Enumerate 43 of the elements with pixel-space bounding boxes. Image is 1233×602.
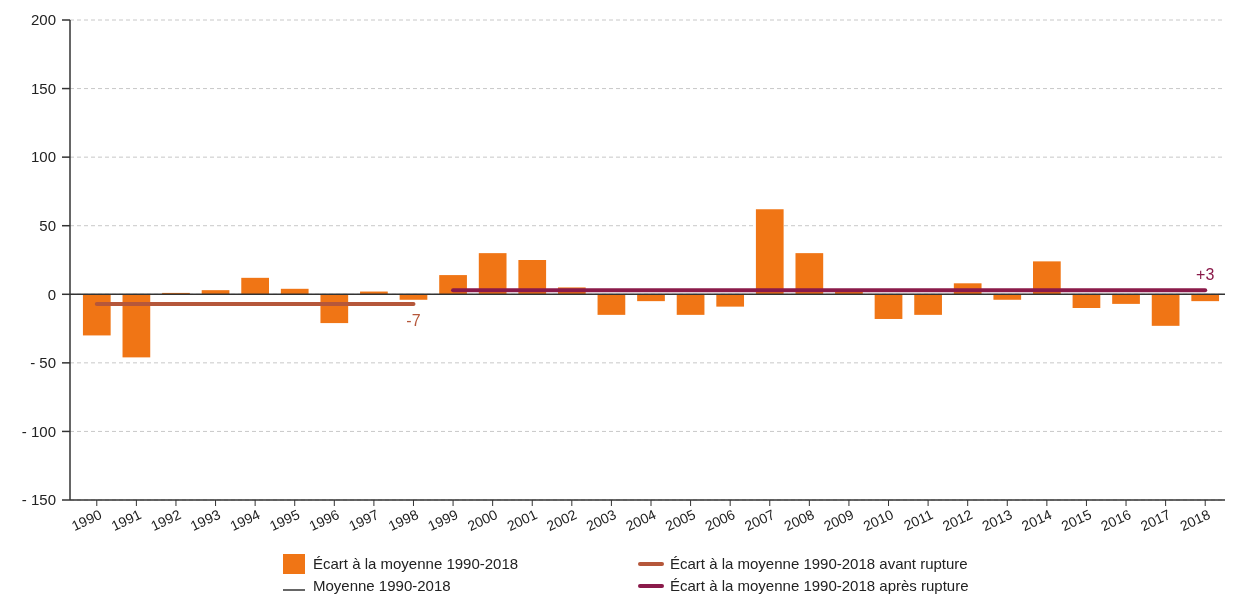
x-tick-label: 2004	[623, 506, 659, 534]
x-tick-label: 2015	[1058, 506, 1094, 534]
x-tick-label: 2000	[464, 506, 501, 534]
x-tick-label: 2010	[860, 506, 896, 534]
annotation: +3	[1196, 266, 1215, 284]
x-tick-label: 2008	[781, 506, 817, 534]
x-tick-label: 2003	[583, 506, 619, 534]
y-tick-label: 150	[30, 79, 56, 97]
y-tick-label: 0	[47, 285, 56, 303]
x-tick-label: 2017	[1137, 506, 1174, 534]
x-tick-label: 2011	[901, 506, 936, 534]
x-tick-label: 1994	[227, 506, 263, 534]
y-tick-label: - 50	[30, 354, 56, 372]
y-tick-label: - 150	[21, 491, 56, 509]
legend-label: Écart à la moyenne 1990-2018 avant rupture	[670, 555, 968, 572]
x-tick-label: 1999	[425, 506, 461, 534]
x-tick-label: 1997	[346, 506, 382, 534]
x-tick-label: 2013	[979, 506, 1015, 534]
legend-label: Moyenne 1990-2018	[313, 577, 451, 594]
x-tick-label: 1991	[108, 506, 144, 534]
x-tick-label: 2001	[504, 506, 540, 534]
x-tick-label: 1998	[385, 506, 421, 534]
y-tick-label: 200	[30, 11, 56, 29]
x-tick-label: 1993	[187, 506, 223, 534]
legend-label: Écart à la moyenne 1990-2018	[313, 555, 519, 572]
x-tick-label: 1996	[306, 506, 342, 534]
y-tick-label: - 100	[21, 422, 56, 440]
x-tick-label: 2005	[662, 506, 699, 534]
x-tick-label: 1990	[69, 506, 105, 534]
y-tick-label: 100	[30, 148, 56, 166]
annotation: -7	[406, 311, 421, 329]
x-tick-label: 2018	[1177, 506, 1213, 534]
x-tick-label: 2012	[939, 506, 976, 534]
x-tick-label: 2016	[1098, 506, 1134, 534]
x-tick-label: 2002	[544, 506, 580, 534]
x-tick-label: 2009	[821, 506, 857, 534]
x-tick-label: 2014	[1019, 506, 1055, 534]
y-tick-label: 50	[39, 216, 56, 234]
legend-label: Écart à la moyenne 1990-2018 après rupture	[670, 577, 969, 594]
x-tick-label: 1995	[266, 506, 303, 534]
x-tick-label: 1992	[148, 506, 184, 534]
x-tick-label: 2006	[702, 506, 738, 534]
x-tick-label: 2007	[742, 506, 778, 534]
